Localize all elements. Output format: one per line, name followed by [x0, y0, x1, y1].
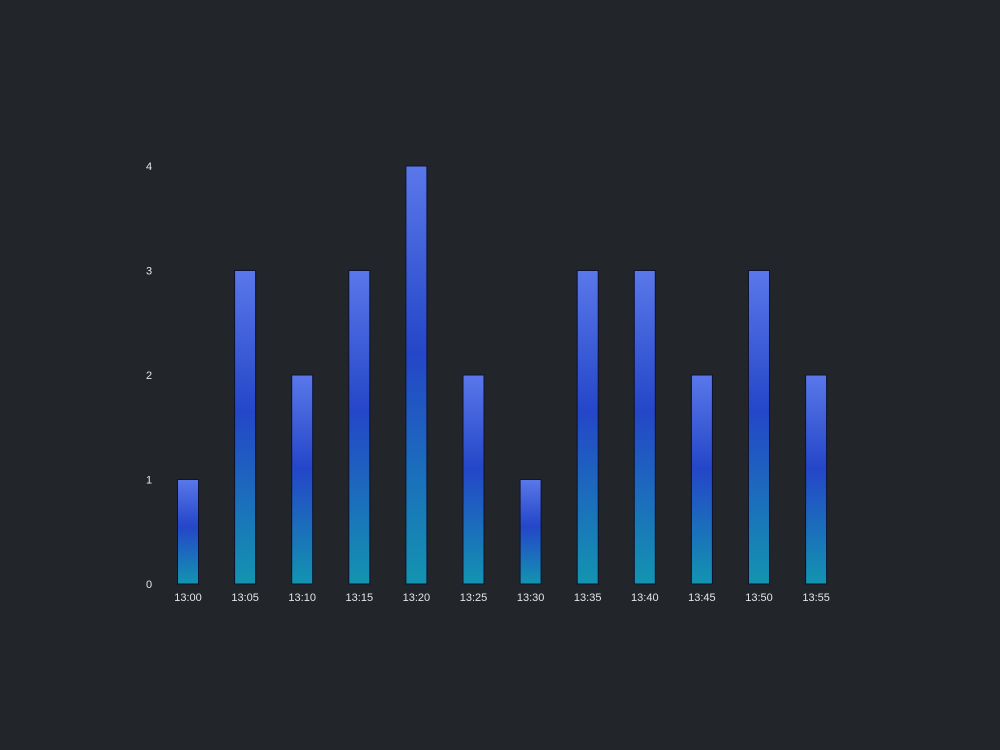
y-tick-label: 1 [146, 475, 152, 487]
bar-1340 [633, 270, 656, 585]
bar-1335 [576, 270, 599, 585]
y-axis: 0 1 2 3 4 [146, 161, 152, 591]
x-tick-label: 13:15 [346, 592, 374, 604]
x-tick-label: 13:20 [403, 592, 431, 604]
bar-1320 [405, 165, 428, 585]
bar-1300 [177, 479, 199, 585]
y-tick-label: 0 [146, 579, 152, 591]
x-tick-label: 13:10 [288, 592, 316, 604]
y-tick-label: 3 [146, 266, 152, 278]
bar-1305 [234, 270, 257, 585]
bar-1310 [291, 374, 314, 585]
bar-1325 [462, 374, 485, 585]
bar-1315 [348, 270, 371, 585]
x-tick-label: 13:50 [745, 592, 773, 604]
x-tick-label: 13:35 [574, 592, 602, 604]
x-tick-label: 13:55 [802, 592, 830, 604]
bar-1355 [805, 374, 828, 585]
y-tick-label: 2 [146, 370, 152, 382]
x-tick-label: 13:25 [460, 592, 488, 604]
x-tick-label: 13:40 [631, 592, 659, 604]
bar-1345 [690, 374, 713, 585]
x-tick-label: 13:00 [174, 592, 202, 604]
bar-1330 [519, 479, 542, 585]
x-axis: 13:00 13:05 13:10 13:15 13:20 13:25 13:30 13:35… [174, 592, 830, 604]
x-tick-label: 13:45 [688, 592, 716, 604]
bars-group [177, 165, 828, 585]
bar-1350 [748, 270, 770, 585]
x-tick-label: 13:05 [231, 592, 259, 604]
y-tick-label: 4 [146, 161, 152, 173]
x-tick-label: 13:30 [517, 592, 545, 604]
